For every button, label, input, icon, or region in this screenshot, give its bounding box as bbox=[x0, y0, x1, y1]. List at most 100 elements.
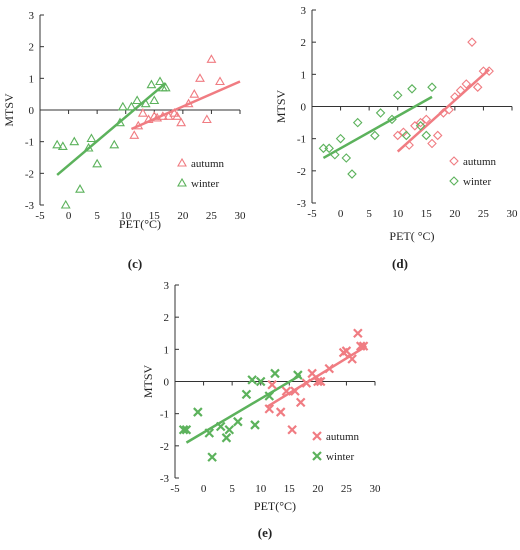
y-axis-label: MTSV bbox=[2, 93, 16, 127]
data-point-autumn bbox=[169, 108, 180, 117]
trend-line-winter bbox=[185, 373, 302, 444]
y-tick-label: -2 bbox=[25, 168, 34, 180]
y-axis-label: MTSV bbox=[274, 89, 288, 123]
data-point-winter bbox=[178, 424, 189, 435]
data-point-autumn bbox=[157, 111, 168, 120]
data-point-autumn bbox=[137, 108, 148, 117]
y-tick-label: -2 bbox=[297, 166, 306, 178]
x-tick-label: 10 bbox=[255, 483, 267, 495]
x-tick-label: 5 bbox=[94, 210, 100, 222]
data-point-autumn bbox=[189, 89, 200, 98]
data-point-winter bbox=[401, 130, 412, 141]
data-point-autumn bbox=[427, 138, 437, 149]
panel-label: (c) bbox=[128, 256, 142, 271]
y-tick-label: 3 bbox=[164, 280, 170, 292]
data-point-autumn bbox=[472, 82, 483, 92]
data-point-autumn bbox=[264, 404, 275, 414]
y-tick-label: -3 bbox=[160, 473, 170, 485]
legend-marker-winter bbox=[177, 177, 187, 187]
data-point-autumn bbox=[455, 85, 466, 96]
data-point-autumn bbox=[215, 76, 225, 86]
x-axis-label: PET(°C) bbox=[254, 499, 296, 513]
y-tick-label: 0 bbox=[164, 377, 170, 389]
data-point-winter bbox=[149, 95, 160, 105]
data-point-winter bbox=[347, 169, 357, 179]
data-point-winter bbox=[264, 391, 275, 401]
trend-line-winter bbox=[322, 95, 433, 160]
data-point-winter bbox=[117, 101, 128, 111]
data-point-autumn bbox=[281, 386, 292, 396]
data-point-autumn bbox=[392, 130, 403, 141]
x-tick-label: 30 bbox=[235, 210, 247, 222]
x-tick-label: 25 bbox=[341, 483, 353, 495]
y-tick-label: 0 bbox=[301, 102, 307, 114]
data-point-autumn bbox=[438, 108, 449, 118]
data-point-winter bbox=[407, 84, 417, 94]
data-point-autumn bbox=[432, 130, 443, 141]
x-tick-label: 0 bbox=[201, 483, 207, 495]
data-point-autumn bbox=[484, 66, 494, 76]
data-point-autumn bbox=[183, 98, 194, 108]
x-tick-label: 20 bbox=[177, 210, 189, 222]
data-point-autumn bbox=[421, 114, 432, 125]
y-tick-label: 1 bbox=[164, 344, 170, 356]
data-point-autumn bbox=[295, 397, 306, 408]
data-point-winter bbox=[324, 143, 334, 154]
data-point-autumn bbox=[324, 363, 335, 374]
data-point-winter bbox=[92, 158, 103, 168]
data-point-autumn bbox=[467, 37, 477, 47]
x-axis-label: PET( °C) bbox=[389, 229, 434, 243]
data-point-winter bbox=[181, 424, 192, 435]
y-tick-label: -2 bbox=[160, 441, 169, 453]
y-tick-label: 3 bbox=[29, 10, 35, 22]
x-tick-label: 10 bbox=[392, 208, 404, 220]
x-tick-label: 25 bbox=[206, 210, 218, 222]
data-point-autumn bbox=[355, 341, 366, 351]
data-point-winter bbox=[341, 153, 352, 163]
data-point-autumn bbox=[201, 114, 212, 124]
x-tick-label: -5 bbox=[35, 210, 45, 222]
y-tick-label: 0 bbox=[29, 105, 35, 117]
data-point-autumn bbox=[358, 341, 369, 351]
data-point-winter bbox=[233, 416, 243, 427]
data-point-autumn bbox=[347, 354, 357, 364]
data-point-autumn bbox=[301, 378, 312, 388]
data-point-autumn bbox=[152, 112, 163, 122]
data-point-winter bbox=[69, 136, 80, 146]
data-point-winter bbox=[335, 133, 346, 144]
data-point-winter bbox=[132, 95, 143, 105]
panel-label: (d) bbox=[392, 256, 408, 271]
data-point-autumn bbox=[315, 376, 326, 387]
chart-panel-d: -3 -2 -1 0 1 2 3 -5 0 5 10 15 20 25 30 PET( °C) MTSV autu… bbox=[274, 5, 518, 271]
y-tick-label: 1 bbox=[29, 73, 35, 85]
data-point-autumn bbox=[172, 111, 183, 120]
data-point-autumn bbox=[404, 140, 414, 150]
x-tick-label: 15 bbox=[421, 208, 433, 220]
x-tick-label: 0 bbox=[66, 210, 72, 222]
data-point-autumn bbox=[287, 424, 297, 435]
legend-label-winter: winter bbox=[326, 451, 354, 463]
data-point-autumn bbox=[176, 117, 187, 127]
data-point-autumn bbox=[307, 368, 317, 379]
data-point-winter bbox=[375, 108, 386, 118]
data-point-autumn bbox=[461, 79, 472, 89]
data-point-winter bbox=[140, 98, 151, 108]
x-tick-label: 15 bbox=[284, 483, 296, 495]
x-tick-label: 10 bbox=[120, 210, 132, 222]
data-point-winter bbox=[86, 133, 97, 143]
data-point-winter bbox=[330, 149, 340, 160]
legend-label-winter: winter bbox=[463, 176, 491, 188]
x-tick-label: -5 bbox=[170, 483, 180, 495]
data-point-autumn bbox=[341, 346, 352, 356]
y-tick-label: 3 bbox=[301, 5, 307, 17]
data-point-winter bbox=[60, 199, 71, 209]
data-point-autumn bbox=[444, 104, 454, 115]
data-point-winter bbox=[83, 142, 94, 152]
data-point-winter bbox=[421, 130, 432, 141]
data-point-autumn bbox=[275, 407, 286, 417]
data-point-autumn bbox=[195, 73, 205, 82]
legend-label-winter: winter bbox=[191, 178, 219, 190]
y-tick-label: -3 bbox=[297, 198, 307, 210]
legend-label-autumn: autumn bbox=[326, 431, 359, 443]
